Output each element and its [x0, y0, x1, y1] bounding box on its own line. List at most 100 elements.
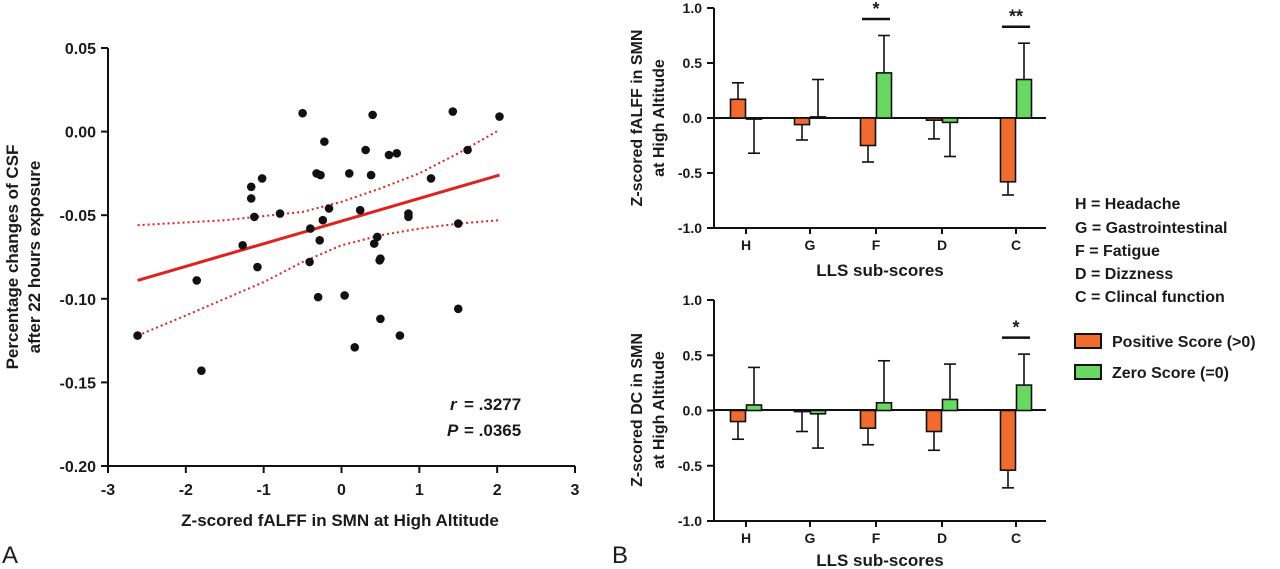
regression-line-group: [137, 173, 500, 282]
scatter-y-axis-label-line1: Percentage changes of CSF: [3, 145, 22, 370]
dc-x-axis-label: LLS sub-scores: [816, 551, 944, 569]
falff-x-tick-label: G: [805, 237, 816, 253]
scatter-point: [448, 107, 458, 116]
scatter-point: [463, 145, 472, 155]
scatter-point: [340, 291, 349, 300]
dc-x-tick-label: F: [872, 530, 881, 546]
falff-y-axis-label-line2: at High Altitude: [651, 59, 668, 177]
abbrev-clinical-function: C = Clincal function: [1075, 289, 1225, 306]
scatter-point: [250, 212, 259, 222]
falff-x-tick-label: H: [741, 237, 751, 253]
p-value: = .0365: [464, 421, 521, 440]
dc-x-tick-label: H: [741, 530, 751, 546]
scatter-point: [238, 240, 247, 250]
falff-y-tick-label: 1.0: [683, 0, 703, 16]
dc-bar-positive: [793, 409, 811, 413]
abbrev-dizzness: D = Dizzness: [1075, 266, 1173, 283]
r-label: r: [450, 395, 458, 414]
scatter-point: [133, 331, 142, 340]
legend-swatch-positive: [1074, 333, 1102, 349]
scatter-points: [133, 107, 504, 375]
scatter-point: [320, 137, 329, 146]
scatter-point: [384, 150, 394, 160]
scatter-x-tick-label: 0: [337, 482, 346, 499]
dc-bar-zero: [941, 398, 959, 412]
scatter-point: [313, 292, 323, 302]
dc-y-axis-label-line1: Z-scored DC in SMN: [629, 333, 646, 487]
correlation-stats: r = .3277 P = .0365: [447, 395, 521, 440]
scatter-point: [306, 224, 315, 233]
falff-bars: [729, 34, 1033, 196]
falff-significance-label: *: [872, 0, 879, 19]
ci-lower-line: [137, 219, 500, 337]
scatter-x-tick-label: 2: [493, 482, 502, 499]
falff-y-tick-label: 0.5: [683, 55, 703, 71]
scatter-y-tick-label: -0.10: [60, 292, 97, 309]
falff-bar-zero: [745, 117, 763, 120]
dc-y-ticks: -1.0 -0.5 0.0 0.5 1.0: [678, 292, 714, 529]
falff-y-ticks: -1.0 -0.5 0.0 0.5 1.0: [678, 0, 714, 236]
scatter-point: [426, 174, 436, 183]
dc-bar-zero: [809, 409, 827, 415]
scatter-point: [275, 209, 285, 218]
scatter-point: [495, 112, 504, 121]
scatter-x-ticks: -3 -2 -1 0 1 2 3: [101, 466, 580, 499]
abbrev-headache: H = Headache: [1075, 196, 1180, 213]
scatter-chart: -0.20-0.15-0.10-0.050.000.05 -3 -2 -1 0 1 2 3 …: [2, 41, 580, 569]
scatter-x-tick-label: -1: [257, 482, 271, 499]
legend: Positive Score (>0) Zero Score (=0): [1074, 333, 1256, 382]
dc-y-tick-label: 0.5: [683, 347, 703, 363]
dc-bar-zero: [875, 401, 893, 412]
scatter-point: [316, 170, 325, 180]
scatter-point: [453, 219, 463, 228]
scatter-point: [404, 212, 413, 222]
dc-significance-label: *: [1012, 318, 1019, 338]
falff-significance-label: **: [1009, 7, 1023, 27]
ci-upper-line: [137, 129, 500, 227]
abbreviation-key: H = Headache G = Gastrointestinal F = Fa…: [1075, 196, 1227, 306]
falff-bar-zero: [875, 72, 893, 119]
scatter-point: [361, 145, 370, 155]
falff-bar-positive: [925, 117, 943, 122]
dc-bar-zero: [745, 404, 763, 412]
falff-bar-zero: [1015, 78, 1033, 119]
scatter-point: [257, 174, 267, 183]
falff-bar-positive: [859, 117, 877, 147]
scatter-point: [373, 232, 382, 242]
dc-x-tick-label: C: [1011, 530, 1021, 546]
scatter-y-tick-label: -0.20: [60, 459, 97, 476]
scatter-point: [246, 182, 256, 192]
scatter-point: [368, 110, 377, 120]
scatter-y-ticks: -0.20 -0.15 -0.10 -0.05 0.00 0.05: [60, 41, 108, 476]
scatter-y-axis-label-line2: after 22 hours exposure: [25, 161, 44, 354]
scatter-point: [453, 304, 463, 314]
dc-y-axis-label-line2: at High Altitude: [651, 351, 668, 469]
scatter-x-tick-label: 3: [571, 482, 580, 499]
scatter-point: [344, 169, 354, 178]
scatter-x-tick-label: -3: [101, 482, 115, 499]
scatter-point: [355, 205, 365, 215]
scatter-y-tick-label: 0.05: [65, 41, 96, 58]
dc-bar-zero: [1015, 384, 1033, 412]
falff-bar-positive: [999, 117, 1017, 183]
legend-swatch-zero: [1074, 364, 1102, 380]
scatter-point: [192, 276, 202, 285]
scatter-x-tick-label: 1: [415, 482, 424, 499]
dc-bar-positive: [859, 409, 877, 429]
panel-label-a: A: [2, 542, 18, 569]
falff-y-axis-label-line1: Z-scored fALFF in SMN: [629, 30, 646, 207]
dc-y-tick-label: 1.0: [683, 292, 703, 308]
scatter-point: [298, 108, 307, 118]
falff-x-tick-label: F: [872, 237, 881, 253]
dc-x-tick-label: D: [937, 530, 947, 546]
r-value: = .3277: [464, 395, 521, 414]
falff-y-tick-label: -1.0: [678, 220, 702, 236]
falff-bar-zero: [941, 117, 959, 124]
abbrev-fatigue: F = Fatigue: [1075, 243, 1160, 260]
scatter-point: [315, 235, 325, 245]
falff-bar-positive: [793, 117, 811, 126]
scatter-point: [305, 257, 314, 267]
falff-bar-positive: [729, 98, 747, 119]
